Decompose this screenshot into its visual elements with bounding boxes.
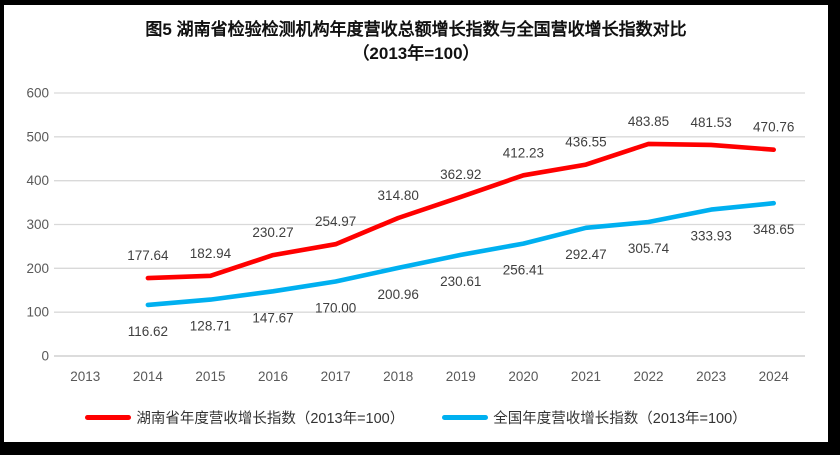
data-label: 230.27 [252,225,293,240]
line-chart: 0 100 200 300 400 500 600 2013 2014 2015 2016 2017 2… [26,86,805,384]
series-line [145,200,777,308]
data-label: 348.65 [753,222,794,237]
data-label: 412.23 [503,145,544,160]
y-axis-tick-label: 500 [26,129,49,144]
chart-title: 图5 湖南省检验检测机构年度营收总额增长指数与全国营收增长指数对比 （2013年… [4,18,828,66]
data-label: 200.96 [378,287,419,302]
x-axis-tick-label: 2024 [759,369,790,384]
x-axis-tick-label: 2018 [383,369,413,384]
series-line [145,141,777,281]
y-axis-tick-label: 0 [41,349,49,364]
x-axis-tick-label: 2014 [133,369,164,384]
data-label: 182.94 [190,246,232,261]
legend-item-hunan: 湖南省年度营收增长指数（2013年=100） [85,407,404,428]
x-axis-tick-label: 2015 [195,369,225,384]
data-label: 292.47 [565,247,606,262]
x-axis-tick-label: 2020 [508,369,538,384]
x-axis-tick-label: 2023 [696,369,726,384]
x-axis-tick-label: 2016 [258,369,288,384]
data-label: 116.62 [128,324,168,339]
x-axis-tick-label: 2022 [634,369,664,384]
data-label: 170.00 [315,300,356,315]
data-label: 128.71 [190,319,231,334]
data-label: 254.97 [315,214,356,229]
national-line-swatch [442,415,489,420]
chart-title-line1: 图5 湖南省检验检测机构年度营收总额增长指数与全国营收增长指数对比 [145,20,687,39]
y-axis-tick-label: 300 [26,217,49,232]
legend-label-hunan: 湖南省年度营收增长指数（2013年=100） [136,411,405,427]
data-label: 470.76 [753,120,794,135]
data-label: 362.92 [440,167,481,182]
data-label: 314.80 [378,188,419,203]
x-axis-tick-label: 2013 [70,369,100,384]
data-label: 436.55 [565,135,606,150]
legend-label-national: 全国年度营收增长指数（2013年=100） [493,411,747,427]
x-axis-tick-label: 2017 [321,369,351,384]
y-axis-tick-label: 400 [26,173,49,188]
legend: 湖南省年度营收增长指数（2013年=100） 全国年度营收增长指数（2013年=… [4,407,828,428]
chart-title-line2: （2013年=100） [352,44,480,63]
data-label: 230.61 [440,274,481,289]
data-label: 333.93 [690,229,731,244]
y-axis-tick-label: 200 [26,261,49,276]
data-label: 177.64 [127,248,169,263]
data-label: 256.41 [503,263,544,278]
x-axis-tick-label: 2019 [446,369,476,384]
data-label: 483.85 [628,114,669,129]
y-axis-tick-label: 100 [26,305,49,320]
y-axis-tick-label: 600 [26,86,49,101]
data-label: 147.67 [252,310,293,325]
data-label: 481.53 [690,115,731,130]
x-axis-tick-label: 2021 [571,369,601,384]
data-label: 305.74 [628,241,670,256]
legend-item-national: 全国年度营收增长指数（2013年=100） [442,407,747,428]
hunan-line-swatch [85,415,132,420]
